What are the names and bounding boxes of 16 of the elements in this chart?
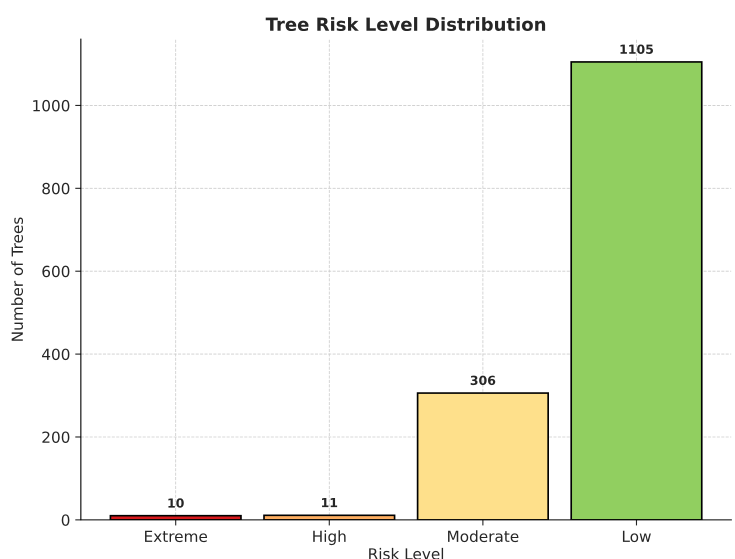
y-tick-label: 1000 (33, 100, 70, 112)
chart-title: Tree Risk Level Distribution (266, 17, 546, 32)
x-tick-label: Extreme (145, 530, 208, 542)
y-tick-label: 0 (62, 514, 70, 526)
data-label: 306 (470, 376, 496, 386)
x-tick-label: Moderate (448, 530, 518, 542)
data-label: 10 (168, 498, 184, 508)
x-tick-label: Low (622, 530, 651, 542)
y-tick-label: 200 (42, 431, 70, 444)
y-tick-label: 800 (42, 182, 70, 194)
y-tick-label: 600 (42, 266, 70, 278)
y-tick-label: 400 (42, 348, 70, 360)
x-tick-label: High (313, 530, 346, 546)
y-axis-title: Number of Trees (11, 217, 24, 341)
data-label: 11 (322, 498, 338, 508)
data-label: 1105 (620, 44, 653, 54)
